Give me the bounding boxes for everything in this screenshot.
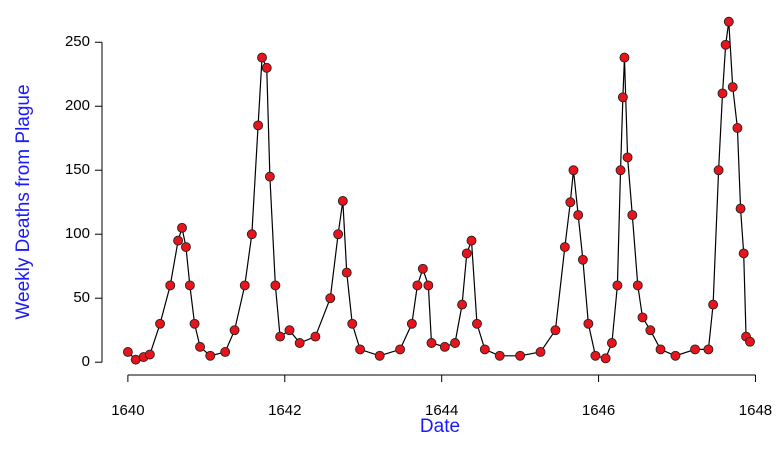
- data-point: [257, 52, 267, 63]
- data-point: [559, 242, 570, 252]
- data-point: [619, 52, 630, 63]
- data-point: [583, 318, 594, 329]
- data-point: [645, 325, 656, 336]
- data-point: [220, 347, 231, 357]
- data-point: [347, 318, 358, 329]
- data-point: [395, 344, 406, 355]
- data-point: [180, 242, 191, 252]
- data-point: [205, 350, 216, 361]
- x-tick-label: 1646: [582, 402, 615, 419]
- data-point: [253, 120, 264, 131]
- data-point: [732, 123, 743, 133]
- data-point: [745, 336, 755, 347]
- data-point: [333, 229, 344, 240]
- data-point: [617, 92, 628, 103]
- data-point: [494, 350, 505, 361]
- data-point: [189, 318, 200, 329]
- data-point: [155, 318, 166, 329]
- data-point: [606, 338, 617, 348]
- data-point: [713, 165, 724, 176]
- data-point: [568, 165, 579, 176]
- data-point: [703, 344, 714, 355]
- data-line: [127, 21, 751, 361]
- data-point: [612, 280, 623, 291]
- y-axis-label: Weekly Deaths from Plague: [13, 84, 34, 319]
- y-tick-label: 50: [73, 289, 90, 306]
- data-point: [727, 82, 738, 92]
- data-point: [264, 171, 275, 182]
- data-point: [450, 338, 460, 348]
- data-point: [325, 293, 336, 304]
- data-point: [310, 331, 321, 342]
- data-point: [229, 325, 240, 336]
- data-point: [535, 347, 546, 357]
- data-point: [600, 353, 611, 364]
- data-point: [573, 210, 584, 220]
- data-point: [466, 235, 477, 246]
- data-point: [270, 280, 281, 291]
- data-point: [577, 254, 588, 265]
- data-point: [144, 349, 155, 360]
- data-point: [374, 350, 385, 361]
- data-point: [423, 280, 434, 291]
- data-point: [239, 280, 250, 291]
- data-point: [284, 325, 295, 336]
- data-point: [294, 338, 305, 348]
- data-point: [177, 222, 187, 233]
- data-point: [184, 280, 195, 291]
- data-point: [246, 229, 257, 240]
- data-point: [708, 299, 719, 310]
- data-point: [261, 62, 272, 73]
- x-tick-label: 1642: [268, 402, 301, 419]
- data-point: [461, 248, 472, 259]
- y-tick-label: 200: [65, 97, 90, 114]
- data-point: [337, 195, 348, 206]
- data-point: [670, 350, 681, 361]
- data-point: [627, 210, 638, 220]
- data-point: [565, 197, 576, 208]
- x-tick-label: 1648: [739, 402, 772, 419]
- data-point: [406, 318, 417, 329]
- data-point: [417, 263, 428, 274]
- data-point: [738, 248, 749, 259]
- data-point: [735, 203, 746, 214]
- data-point: [690, 344, 701, 355]
- data-point: [515, 350, 526, 361]
- data-point: [632, 280, 643, 291]
- data-point: [720, 39, 731, 50]
- x-tick-label: 1644: [425, 402, 458, 419]
- data-point: [479, 344, 490, 355]
- y-tick-label: 150: [65, 161, 90, 178]
- data-point: [590, 350, 601, 361]
- data-point: [173, 235, 184, 246]
- x-axis-label: Date: [420, 416, 460, 437]
- data-point: [412, 280, 423, 291]
- data-point: [717, 88, 728, 99]
- data-point: [550, 325, 561, 336]
- x-tick-label: 1640: [111, 402, 144, 419]
- data-point: [122, 347, 133, 357]
- y-tick-label: 100: [65, 225, 90, 242]
- data-point: [195, 341, 206, 352]
- data-point: [615, 165, 626, 176]
- data-point: [637, 312, 648, 323]
- data-point: [426, 338, 437, 348]
- data-point: [275, 331, 286, 342]
- data-point: [341, 267, 352, 278]
- y-tick-label: 0: [82, 353, 90, 370]
- data-point: [622, 152, 633, 163]
- y-tick-label: 250: [65, 33, 90, 50]
- data-point: [655, 344, 666, 355]
- data-point: [457, 299, 468, 310]
- data-point: [355, 344, 366, 355]
- data-point: [723, 16, 734, 27]
- data-point: [165, 280, 176, 291]
- data-point: [439, 341, 450, 352]
- data-point: [472, 318, 482, 329]
